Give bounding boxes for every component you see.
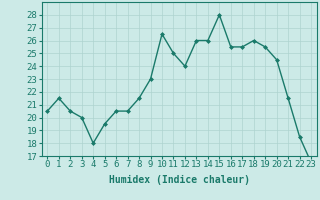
X-axis label: Humidex (Indice chaleur): Humidex (Indice chaleur) [109,175,250,185]
